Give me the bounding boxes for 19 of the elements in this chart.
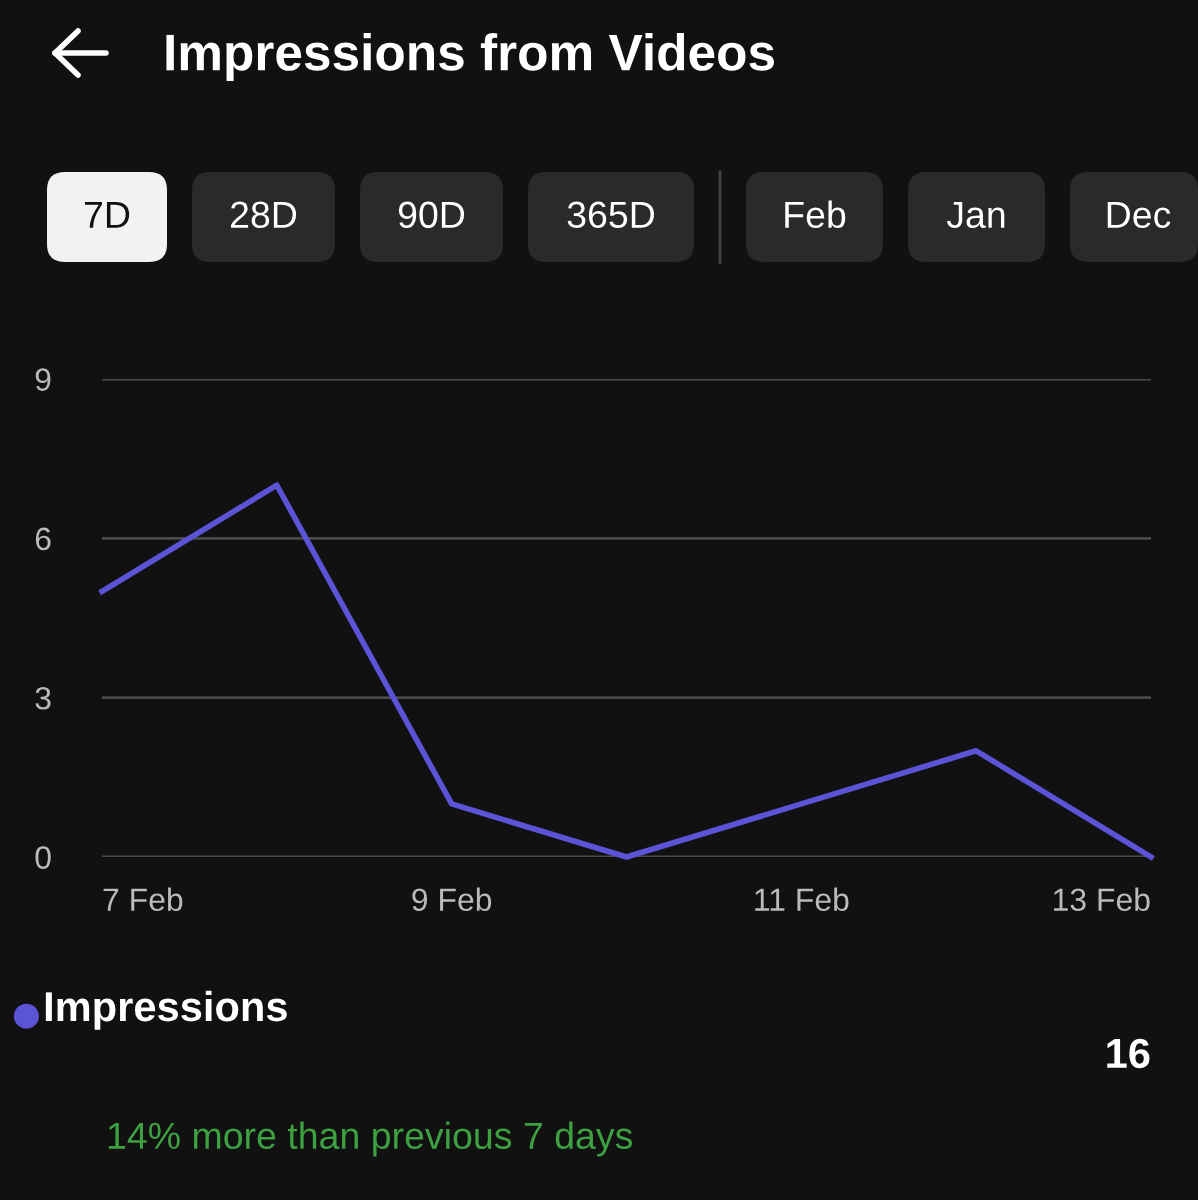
x-tick-label: 9 Feb (412, 887, 492, 912)
text: 28D (230, 201, 297, 229)
x-tick-label: 7 Feb (103, 887, 183, 912)
legend-label: Impressions (45, 990, 287, 1030)
text: Feb (785, 200, 846, 229)
x-tick-label: 13 Feb (1053, 887, 1150, 912)
x-tick-label: 11 Feb (755, 887, 849, 912)
text: Dec (1107, 201, 1171, 229)
text: 14% more than previous 7 days (108, 1121, 633, 1157)
text: Jan (946, 201, 1005, 229)
text: 16 (1107, 1038, 1150, 1069)
y-tick-label: 0 (35, 846, 51, 869)
text: 7D (84, 201, 130, 228)
chart-title: Impressions from Videos (166, 33, 774, 81)
text: 90D (398, 201, 465, 229)
y-tick-label: 6 (35, 527, 51, 551)
y-tick-label: 3 (35, 686, 51, 710)
y-tick-label: 9 (35, 368, 51, 391)
text: 365D (567, 201, 655, 229)
